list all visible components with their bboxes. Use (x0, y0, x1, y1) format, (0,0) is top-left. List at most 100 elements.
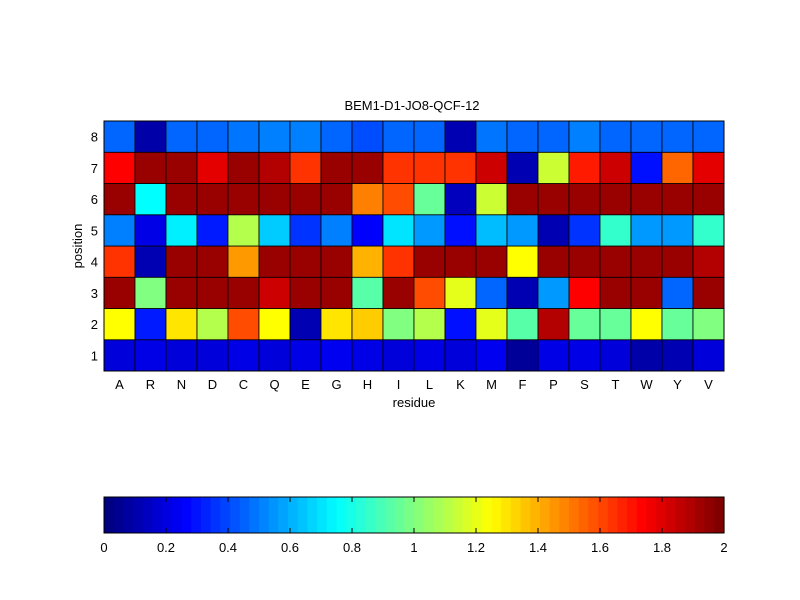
colorbar-swatch (336, 497, 347, 533)
y-tick-label: 1 (91, 348, 98, 363)
heatmap-cell-I-6 (382, 183, 415, 216)
heatmap-cell-Y-4 (661, 245, 694, 278)
heatmap-cell-H-5 (351, 214, 384, 247)
colorbar-ticks: 0 0.2 0.4 0.6 0.8 1 1.2 1.4 1.6 1.8 2 (100, 497, 728, 555)
colorbar-swatch (569, 497, 580, 533)
heatmap-cell-D-7 (196, 151, 229, 184)
colorbar-swatch (239, 497, 250, 533)
colorbar-swatch (433, 497, 444, 533)
heatmap-cell-N-1 (165, 339, 198, 372)
heatmap-cell-I-3 (382, 276, 415, 309)
heatmap-cell-N-8 (165, 120, 198, 153)
heatmap-cell-P-4 (537, 245, 570, 278)
heatmap-cell-P-8 (537, 120, 570, 153)
colorbar-swatch (491, 497, 502, 533)
colorbar-swatch (510, 497, 522, 533)
colorbar-swatch (200, 497, 212, 533)
colorbar-swatch (229, 497, 241, 533)
heatmap-cell-V-1 (692, 339, 725, 372)
colorbar-swatch (462, 497, 473, 533)
heatmap-cell-Y-1 (661, 339, 694, 372)
y-tick-label: 5 (91, 223, 98, 238)
heatmap-cell-I-1 (382, 339, 415, 372)
x-tick-label: G (331, 377, 341, 392)
heatmap-cell-F-6 (506, 183, 539, 216)
colorbar-swatch (539, 497, 551, 533)
colorbar-swatch (501, 497, 512, 533)
heatmap-cell-F-3 (506, 276, 539, 309)
colorbar-swatch (617, 497, 628, 533)
heatmap-cell-D-3 (196, 276, 229, 309)
y-tick-label: 8 (91, 130, 98, 145)
heatmap-frame (103, 120, 725, 372)
x-tick-label: D (208, 377, 217, 392)
colorbar-swatch (210, 497, 221, 533)
heatmap-cell-M-2 (475, 308, 508, 341)
x-tick-label: E (301, 377, 310, 392)
heatmap-cell-D-6 (196, 183, 229, 216)
colorbar-swatch (355, 497, 367, 533)
x-tick-label: C (239, 377, 248, 392)
heatmap-cell-C-6 (227, 183, 260, 216)
heatmap-cell-C-2 (227, 308, 260, 341)
heatmap-cell-T-3 (599, 276, 632, 309)
colorbar-swatch (365, 497, 376, 533)
heatmap-cell-A-5 (103, 214, 136, 247)
heatmap-cell-H-1 (351, 339, 384, 372)
colorbar-swatch (472, 497, 483, 533)
colorbar-swatch (220, 497, 231, 533)
colorbar-swatch (656, 497, 667, 533)
heatmap-cell-E-3 (289, 276, 322, 309)
heatmap-cell-W-3 (630, 276, 663, 309)
heatmap-cell-E-5 (289, 214, 322, 247)
colorbar-swatch (171, 497, 183, 533)
colorbar-swatch (636, 497, 648, 533)
y-tick-label: 3 (91, 286, 98, 301)
heatmap-cell-Y-8 (661, 120, 694, 153)
colorbar-swatch (665, 497, 677, 533)
heatmap-cell-M-4 (475, 245, 508, 278)
heatmap-cell-H-6 (351, 183, 384, 216)
heatmap-cell-W-4 (630, 245, 663, 278)
heatmap-cell-Q-2 (258, 308, 291, 341)
x-tick-label: W (640, 377, 653, 392)
heatmap-cell-D-1 (196, 339, 229, 372)
heatmap-cell-P-6 (537, 183, 570, 216)
colorbar-swatch (317, 497, 328, 533)
heatmap-cell-G-2 (320, 308, 353, 341)
heatmap-cell-V-3 (692, 276, 725, 309)
colorbar-swatch (113, 497, 124, 533)
x-tick-label: P (549, 377, 558, 392)
y-tick-label: 4 (91, 255, 98, 270)
heatmap-cell-T-2 (599, 308, 632, 341)
colorbar-swatch (307, 497, 318, 533)
heatmap-cell-E-2 (289, 308, 322, 341)
colorbar-tick-label: 1 (410, 540, 417, 555)
heatmap-cell-N-7 (165, 151, 198, 184)
heatmap-cell-S-1 (568, 339, 601, 372)
heatmap-cell-G-8 (320, 120, 353, 153)
heatmap-cell-G-7 (320, 151, 353, 184)
heatmap-cell-C-1 (227, 339, 260, 372)
heatmap-cell-F-4 (506, 245, 539, 278)
heatmap-cell-N-5 (165, 214, 198, 247)
heatmap-cell-V-5 (692, 214, 725, 247)
heatmap-cell-E-7 (289, 151, 322, 184)
heatmap-cell-T-4 (599, 245, 632, 278)
heatmap-cell-F-5 (506, 214, 539, 247)
heatmap-cell-Y-2 (661, 308, 694, 341)
heatmap-cell-K-4 (444, 245, 477, 278)
heatmap-cell-L-1 (413, 339, 446, 372)
heatmap-cell-I-7 (382, 151, 415, 184)
x-tick-label: Y (673, 377, 682, 392)
heatmap-cell-N-6 (165, 183, 198, 216)
colorbar-tick-label: 0.8 (343, 540, 361, 555)
colorbar-swatch (384, 497, 396, 533)
heatmap-cell-T-5 (599, 214, 632, 247)
y-axis-ticks: 1 2 3 4 5 6 7 8 (91, 130, 98, 364)
colorbar-tick-label: 0.4 (219, 540, 237, 555)
colorbar-swatch (578, 497, 589, 533)
heatmap-cell-S-8 (568, 120, 601, 153)
colorbar-swatch (520, 497, 531, 533)
colorbar-swatch (549, 497, 560, 533)
